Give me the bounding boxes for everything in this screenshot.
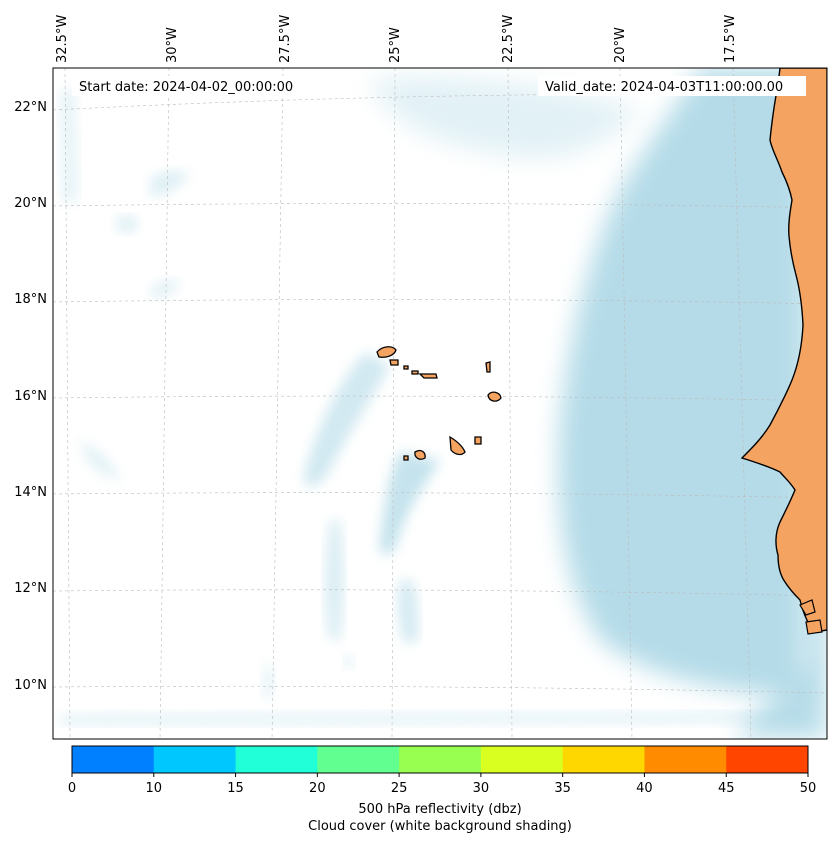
colorbar-tick-label: 0: [68, 781, 76, 796]
longitude-labels: 32.5°W 30°W 27.5°W 25°W 22.5°W 20°W 17.5…: [55, 15, 738, 63]
lon-label-27-5w: 27.5°W: [278, 15, 293, 63]
colorbar-label-line1: 500 hPa reflectivity (dbz): [358, 802, 521, 817]
colorbar-segment-2: [235, 746, 318, 773]
coast-detail-2: [805, 619, 823, 635]
coast-detail-1: [799, 599, 816, 616]
colorbar-segment-0: [72, 746, 155, 773]
lat-label-14n: 14°N: [14, 485, 47, 500]
africa-coast: [740, 68, 827, 633]
colorbar-tick-label: 15: [227, 781, 244, 796]
colorbar-segment-4: [399, 746, 482, 773]
lon-label-32-5w: 32.5°W: [55, 15, 70, 63]
colorbar-segment-5: [480, 746, 564, 773]
cape-verde-islands: [376, 346, 502, 461]
valid-date-box: [538, 76, 806, 96]
colorbar-tick-label: 30: [473, 781, 490, 796]
colorbar-segment-1: [153, 746, 237, 773]
lon-label-22-5w: 22.5°W: [501, 15, 516, 63]
colorbar-tick-label: 25: [391, 781, 408, 796]
colorbar-tick-label: 40: [636, 781, 653, 796]
colorbar-tick-label: 20: [309, 781, 326, 796]
lon-label-20w: 20°W: [613, 27, 628, 63]
lat-label-18n: 18°N: [14, 292, 47, 307]
colorbar-label-line2: Cloud cover (white background shading): [308, 819, 572, 834]
lon-label-25w: 25°W: [388, 27, 403, 63]
colorbar-tick-label: 50: [800, 781, 817, 796]
lat-label-10n: 10°N: [14, 678, 47, 693]
valid-date-label: Valid_date: 2024-04-03T11:00:00.00: [545, 80, 783, 95]
lat-label-16n: 16°N: [14, 389, 47, 404]
cloud-cover-shading: [60, 68, 827, 739]
colorbar-segment-6: [562, 746, 645, 773]
lon-label-17-5w: 17.5°W: [723, 15, 738, 63]
colorbar: 0 10 15 20 25 30 35 40 45 50: [68, 745, 817, 796]
colorbar-tick-label: 35: [554, 781, 571, 796]
colorbar-frame: [71, 745, 809, 774]
start-date-label: Start date: 2024-04-02_00:00:00: [79, 80, 293, 95]
map-frame: [52, 67, 828, 740]
colorbar-segment-8: [726, 746, 809, 773]
colorbar-tick-label: 10: [146, 781, 163, 796]
lon-label-30w: 30°W: [165, 27, 180, 63]
start-date-box: [72, 76, 312, 96]
colorbar-tick-label: 45: [718, 781, 735, 796]
colorbar-segment-3: [317, 746, 400, 773]
lat-label-20n: 20°N: [14, 196, 47, 211]
graticule: [53, 68, 827, 739]
colorbar-segment-7: [644, 746, 727, 773]
latitude-labels: 22°N 20°N 18°N 16°N 14°N 12°N 10°N: [14, 100, 47, 693]
lat-label-12n: 12°N: [14, 581, 47, 596]
lat-label-22n: 22°N: [14, 100, 47, 115]
